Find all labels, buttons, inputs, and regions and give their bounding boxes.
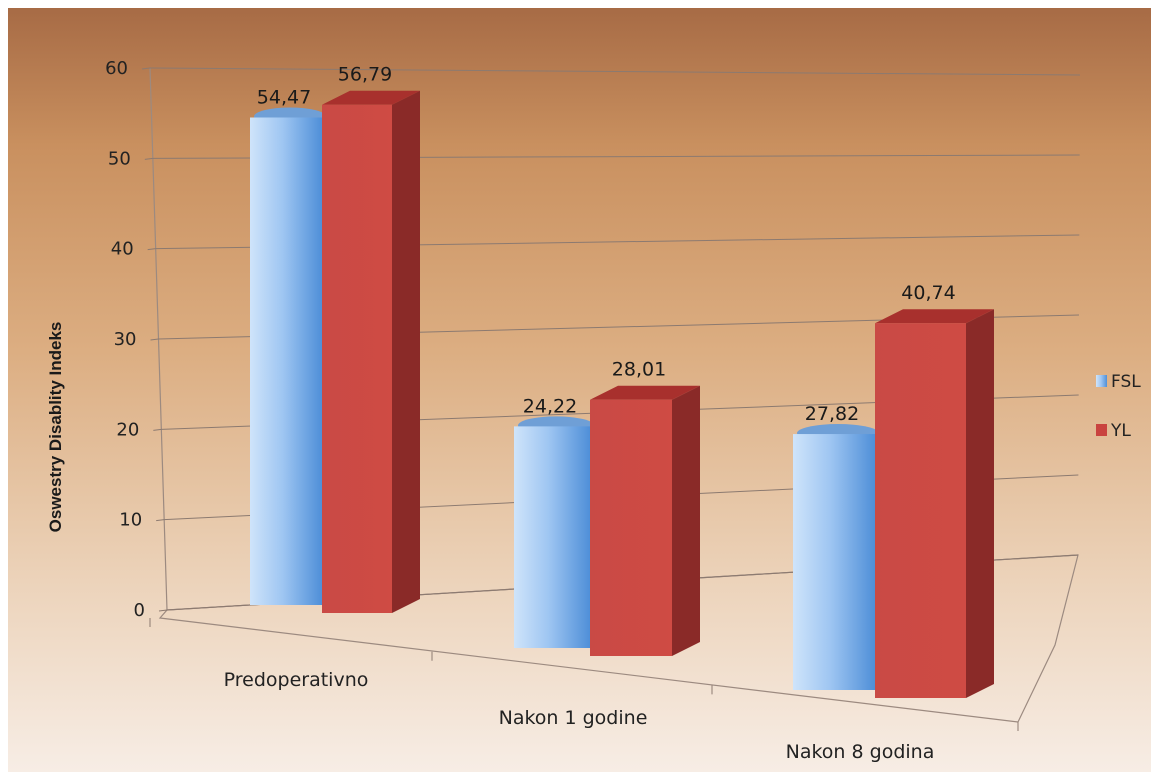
value-label-yl-1: 28,01 (612, 359, 666, 381)
x-tick-label-2: Nakon 8 godina (786, 741, 935, 763)
y-tick-mark-30 (150, 338, 159, 341)
bar-yl-0 (322, 104, 392, 614)
bar-yl-1-top (590, 385, 700, 400)
bar-fsl-2 (793, 434, 875, 690)
value-label-fsl-0: 54,47 (257, 86, 311, 108)
y-tick-mark-0 (158, 609, 168, 612)
y-tick-mark-20 (153, 428, 162, 431)
bar-fsl-1 (514, 426, 590, 648)
bar-fsl-0 (250, 117, 322, 605)
y-tick-label-40: 40 (111, 239, 134, 260)
y-tick-label-30: 30 (114, 329, 137, 350)
value-label-yl-2: 40,74 (901, 282, 955, 304)
y-tick-mark-40 (147, 248, 156, 251)
x-tick-label-1: Nakon 1 godine (499, 707, 648, 729)
y-tick-mark-60 (141, 67, 151, 70)
legend: FSL YL (1096, 372, 1141, 441)
gridline-60 (149, 67, 1081, 76)
y-tick-label-0: 0 (134, 600, 145, 621)
x-tick-label-0: Predoperativno (224, 669, 369, 691)
y-tick-label-50: 50 (108, 148, 131, 169)
bar-yl-0-top (322, 90, 420, 105)
y-axis-title: Oswestry Disablity Indeks (46, 322, 65, 533)
legend-swatch-yl (1096, 424, 1107, 436)
y-tick-label-60: 60 (105, 58, 128, 79)
value-label-fsl-2: 27,82 (805, 403, 859, 425)
y-tick-mark-10 (156, 519, 165, 522)
bar-yl-2 (875, 323, 966, 698)
y-tick-label-20: 20 (116, 419, 139, 440)
bar-yl-1 (590, 399, 672, 656)
bar-yl-2-top (875, 309, 994, 324)
legend-label-yl: YL (1110, 421, 1131, 441)
category-labels: Predoperativno Nakon 1 godine Nakon 8 godi… (149, 618, 1019, 763)
bar-yl-0-side (392, 90, 420, 614)
y-axis-ticks: 0 10 20 30 40 50 60 (105, 58, 145, 621)
bar-yl-1-side (672, 385, 700, 656)
legend-swatch-fsl (1096, 375, 1107, 387)
bars: 54,47 56,79 24,22 28,01 27,82 40,74 (250, 64, 994, 698)
legend-label-fsl: FSL (1111, 372, 1141, 392)
bar-yl-2-side (966, 309, 994, 698)
value-label-yl-0: 56,79 (338, 64, 392, 86)
value-label-fsl-1: 24,22 (523, 395, 577, 417)
y-tick-label-10: 10 (119, 510, 142, 531)
y-tick-mark-50 (144, 157, 153, 160)
